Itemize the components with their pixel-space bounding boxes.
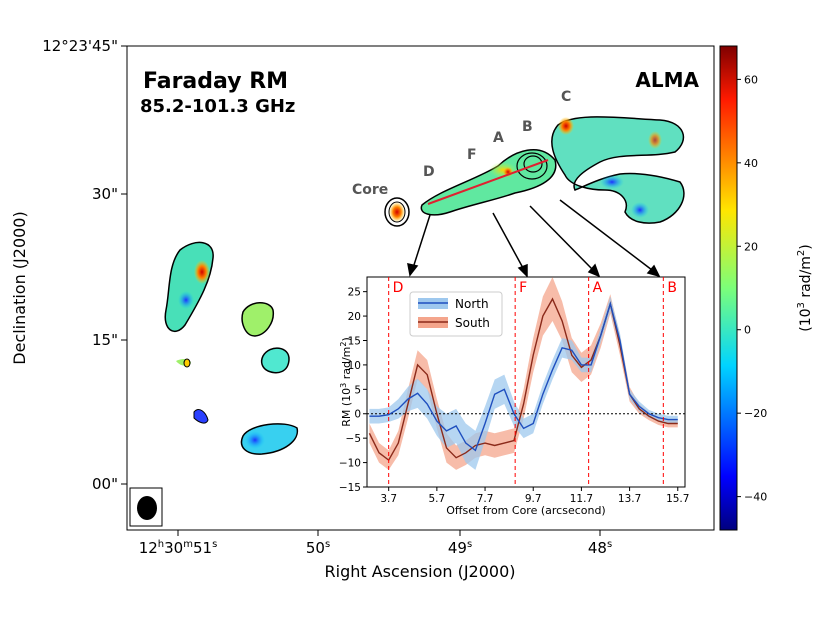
inset-ytick-label: 10 [348,360,361,372]
blob-small [193,409,209,424]
beam-ellipse [137,496,157,520]
xtick-0: 12h30m51s [139,539,218,557]
xtick-3: 48s [588,539,612,557]
inset-ytick-label: 25 [348,287,361,299]
map-xticklabels: 12h30m51s 50s 49s 48s [139,539,612,557]
legend-north-label: North [455,297,489,311]
map-xlabel: Right Ascension (J2000) [325,562,516,581]
colorbar-tick-label: −40 [744,491,767,504]
map-subtitle: 85.2-101.3 GHz [140,96,295,117]
knot-f: F [467,147,477,163]
inset-xtick-label: 3.7 [380,493,397,505]
map-axis-ticks [121,45,601,536]
knot-d: D [423,164,435,180]
map-ylabel: Declination (J2000) [10,211,29,364]
series-line-north [369,301,678,452]
inset-xtick-label: 5.7 [429,493,446,505]
inset-ytick-label: −5 [346,433,361,445]
band-south [369,277,678,470]
band-north [369,296,678,470]
inset-xtick-label: 15.7 [666,493,689,505]
pointer-arrows [407,199,661,278]
inset-xtick-label: 11.7 [570,493,593,505]
inset-xtick-label: 7.7 [477,493,494,505]
blob-mid-1 [241,302,275,337]
marker-label-F: F [519,280,527,296]
colorbar-tick-label: 0 [744,324,751,337]
inset-xlabel: Offset from Core (arcsecond) [446,504,605,517]
ytick-0: 12°23'45" [42,37,118,55]
inset-ytick-label: −10 [339,458,361,470]
blob-left-1-hot [194,260,210,284]
inset-xtick-label: 9.7 [525,493,542,505]
xtick-2: 49s [448,539,472,557]
knot-c: C [561,89,571,105]
knot-labels: Core D F A B C [352,89,571,198]
ytick-3: 00" [92,475,118,493]
knot-core: Core [352,182,388,198]
legend-south-label: South [455,316,490,330]
jet-axis-line [427,159,549,205]
inset-ytick-label: 15 [348,335,361,347]
marker-label-B: B [667,280,677,296]
knot-b: B [522,119,533,135]
colorbar-tick-label: 40 [744,157,758,170]
colorbar-tick-label: 60 [744,73,758,86]
colorbar-ticks: 60 40 20 0 −20 −40 [737,73,767,504]
colorbar-tick-label: 20 [744,240,758,253]
inset-xtick-label: 13.7 [618,493,641,505]
blob-left-1-cold [178,291,194,309]
knot-a: A [493,130,504,146]
ytick-1: 30" [92,185,118,203]
instrument-label: ALMA [635,68,699,92]
ytick-2: 15" [92,331,118,349]
colorbar [719,45,738,531]
xtick-1: 50s [306,539,330,557]
inset-ylabel: RM (103 rad/m2) [339,337,353,427]
blob-mid-2 [260,347,290,374]
colorbar-tick-label: −20 [744,407,767,420]
rm-map [129,116,685,527]
inset-ytick-label: 0 [354,409,361,421]
colorbar-label: (103 rad/m2) [796,244,814,332]
map-yticklabels: 12°23'45" 30" 15" 00" [42,37,118,493]
rm-profile-chart: D F A B 3.7 5.7 7.7 9.7 11.7 13.7 15.7 −15 −10 −5 0 5 10… [339,277,689,505]
marker-label-D: D [393,280,404,296]
inset-ytick-label: −15 [339,482,361,494]
marker-label-A: A [593,280,603,296]
inset-ytick-label: 20 [348,311,361,323]
inset-ytick-label: 5 [354,384,361,396]
map-title: Faraday RM [143,69,288,94]
inset-legend: North South [409,291,503,337]
